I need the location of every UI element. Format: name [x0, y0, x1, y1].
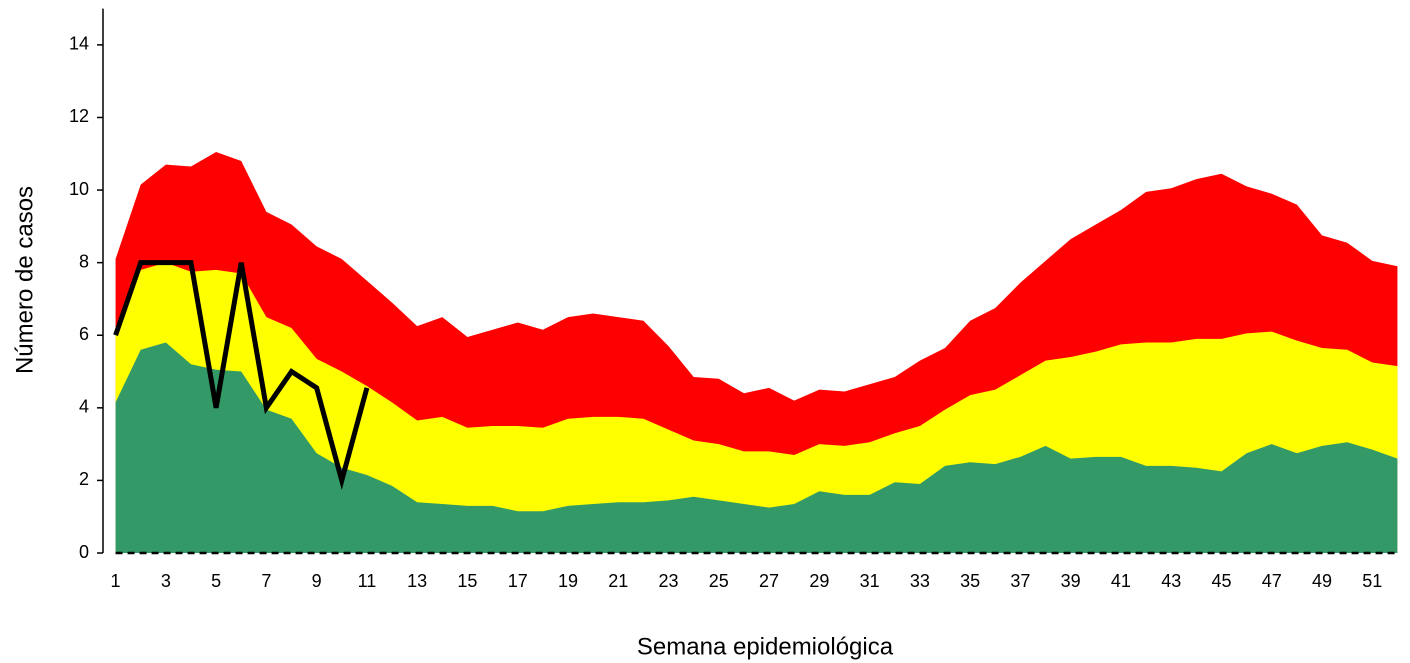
x-tick-label: 39 [1061, 571, 1081, 591]
y-tick-label: 12 [69, 106, 89, 126]
x-tick-label: 25 [709, 571, 729, 591]
x-tick-label: 17 [508, 571, 528, 591]
x-tick-label: 3 [161, 571, 171, 591]
x-tick-label: 19 [558, 571, 578, 591]
x-tick-label: 11 [358, 571, 377, 591]
x-tick-label: 49 [1312, 571, 1332, 591]
line [113, 260, 370, 490]
x-tick-label: 33 [910, 571, 930, 591]
x-tick-label: 7 [261, 571, 271, 591]
y-tick-label: 14 [69, 34, 89, 54]
x-tick-label: 13 [407, 571, 427, 591]
x-tick-label: 27 [759, 571, 779, 591]
x-tick-label: 1 [111, 571, 121, 591]
x-tick-label: 37 [1010, 571, 1030, 591]
y-tick-label: 8 [79, 251, 89, 271]
x-axis-title: Semana epidemiológica [637, 633, 894, 660]
y-tick-label: 2 [79, 469, 89, 489]
x-tick-label: 15 [457, 571, 477, 591]
x-tick-label: 35 [960, 571, 980, 591]
y-tick-label: 10 [69, 179, 89, 199]
x-tick-label: 47 [1262, 571, 1282, 591]
y-tick-label: 6 [79, 324, 89, 344]
x-tick-label: 43 [1161, 571, 1181, 591]
x-tick-label: 9 [312, 571, 322, 591]
y-axis-title: Número de casos [11, 186, 38, 374]
y-tick-label: 0 [79, 542, 89, 562]
x-tick-label: 45 [1211, 571, 1231, 591]
area [115, 342, 1398, 553]
x-tick-label: 5 [211, 571, 221, 591]
x-tick-label: 23 [659, 571, 679, 591]
x-tick-label: 51 [1362, 571, 1382, 591]
x-tick-label: 31 [860, 571, 880, 591]
x-tick-label: 29 [809, 571, 829, 591]
y-tick-label: 4 [79, 397, 89, 417]
x-tick-label: 21 [608, 571, 628, 591]
x-tick-label: 41 [1111, 571, 1131, 591]
